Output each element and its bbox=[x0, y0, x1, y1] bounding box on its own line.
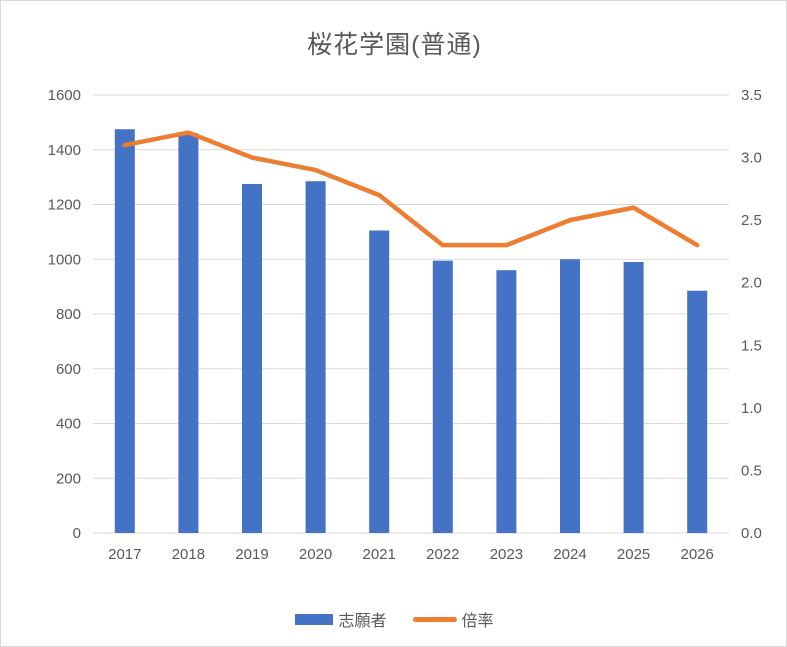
x-axis-label-2025: 2025 bbox=[617, 546, 650, 563]
bar-2025[interactable] bbox=[623, 261, 644, 533]
left-axis-tick-label: 1400 bbox=[48, 142, 81, 159]
left-axis-tick-label: 800 bbox=[56, 306, 81, 323]
legend-item-ratio[interactable]: 倍率 bbox=[412, 607, 494, 631]
x-axis-label-2019: 2019 bbox=[235, 546, 268, 563]
chart-title: 桜花学園(普通) bbox=[307, 31, 482, 59]
ratio-line-series[interactable] bbox=[122, 130, 700, 248]
x-axis-label-2020: 2020 bbox=[299, 546, 332, 563]
right-axis-tick-label: 3.0 bbox=[741, 150, 762, 167]
right-axis-tick-label: 0.0 bbox=[741, 525, 762, 542]
bar-2024[interactable] bbox=[560, 259, 580, 533]
x-axis-label-2026: 2026 bbox=[681, 546, 714, 563]
bar-2018[interactable] bbox=[178, 133, 199, 533]
bar-2023[interactable] bbox=[496, 270, 517, 533]
right-axis-tick-label: 3.5 bbox=[741, 87, 762, 104]
right-axis-tick-label: 0.5 bbox=[741, 462, 762, 479]
x-axis-label-2024: 2024 bbox=[553, 546, 586, 563]
bar-2017[interactable] bbox=[114, 129, 135, 533]
right-axis-tick-label: 1.5 bbox=[741, 337, 762, 354]
bar-2020[interactable] bbox=[305, 181, 326, 533]
x-axis-label-2023: 2023 bbox=[490, 546, 523, 563]
legend: 志願者 倍率 bbox=[1, 607, 786, 631]
bar-2021[interactable] bbox=[369, 230, 390, 533]
legend-label-ratio: 倍率 bbox=[461, 613, 494, 630]
right-axis-tick-label: 2.5 bbox=[741, 212, 762, 229]
left-axis-tick-label: 200 bbox=[56, 470, 81, 487]
right-axis-tick-label: 1.0 bbox=[741, 400, 762, 417]
left-axis-tick-label: 1200 bbox=[48, 197, 81, 214]
left-axis-tick-label: 400 bbox=[56, 416, 81, 433]
left-axis-tick-label: 1000 bbox=[48, 251, 81, 268]
x-axis-label-2018: 2018 bbox=[172, 546, 205, 563]
bar-2022[interactable] bbox=[432, 260, 453, 533]
bar-2019[interactable] bbox=[242, 183, 262, 533]
x-axis-label-2021: 2021 bbox=[363, 546, 396, 563]
left-axis-tick-label: 0 bbox=[73, 525, 81, 542]
x-axis-label-2022: 2022 bbox=[426, 546, 459, 563]
bar-2026[interactable] bbox=[687, 290, 708, 533]
right-axis-tick-label: 2.0 bbox=[741, 275, 762, 292]
legend-item-applicants[interactable]: 志願者 bbox=[295, 607, 387, 631]
bar-series-swatch-icon bbox=[295, 613, 334, 625]
left-axis-tick-label: 1600 bbox=[48, 87, 81, 104]
line-series-swatch-icon bbox=[412, 616, 457, 622]
x-axis-label-2017: 2017 bbox=[108, 546, 141, 563]
legend-label-applicants: 志願者 bbox=[338, 613, 387, 630]
left-axis-tick-label: 600 bbox=[56, 361, 81, 378]
